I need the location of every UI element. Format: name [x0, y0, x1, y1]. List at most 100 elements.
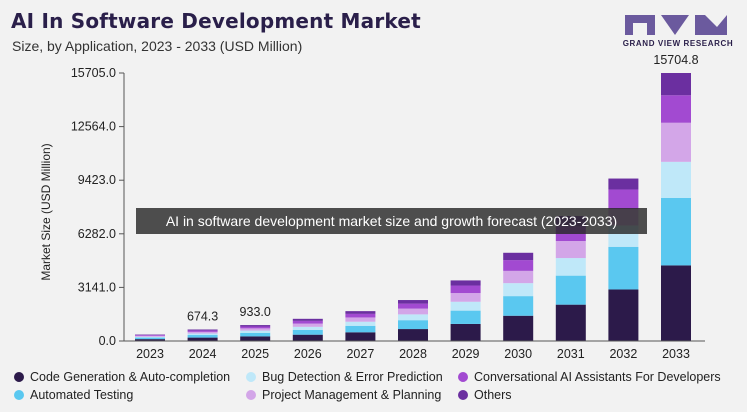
bar-segment — [608, 289, 639, 341]
bar-segment — [398, 314, 428, 321]
bar-segment — [187, 329, 218, 331]
legend-swatch — [458, 390, 468, 400]
chart-title: AI In Software Development Market — [11, 9, 421, 33]
bar-segment — [398, 308, 428, 315]
bar-segment — [503, 252, 534, 261]
bar-segment — [608, 189, 639, 210]
x-tick-label: 2028 — [399, 347, 427, 361]
caption-overlay: AI in software development market size a… — [136, 208, 647, 234]
bar-segment — [661, 197, 691, 266]
y-tick-label: 9423.0 — [78, 173, 116, 187]
legend-swatch — [458, 372, 468, 382]
bar-segment — [555, 304, 586, 341]
bar-segment — [398, 300, 428, 304]
x-tick-label: 2023 — [136, 347, 164, 361]
bar-segment — [398, 329, 428, 341]
bar-segment — [292, 334, 323, 341]
bar-segment — [661, 161, 691, 198]
x-tick-label: 2024 — [189, 347, 217, 361]
bar-segment — [292, 323, 323, 327]
bar-segment — [345, 332, 376, 341]
bar-segment — [240, 325, 271, 327]
y-tick-label: 3141.0 — [78, 280, 116, 294]
bar-segment — [240, 330, 271, 333]
legend-swatch — [246, 372, 256, 382]
x-tick-label: 2030 — [504, 347, 532, 361]
bar-segment — [187, 335, 218, 338]
y-tick-label: 12564.0 — [71, 120, 116, 134]
bar-segment — [292, 318, 323, 321]
x-tick-label: 2025 — [241, 347, 269, 361]
bar-segment — [240, 332, 271, 337]
bar-segment — [450, 323, 481, 341]
legend-label: Project Management & Planning — [262, 388, 442, 402]
x-tick-label: 2029 — [452, 347, 480, 361]
bar-segment — [398, 303, 428, 309]
bar-segment — [135, 334, 165, 336]
data-label: 933.0 — [240, 305, 271, 319]
x-tick-label: 2033 — [662, 347, 690, 361]
bar-segment — [135, 335, 165, 337]
x-tick-label: 2027 — [346, 347, 374, 361]
grand-view-research-logo — [625, 15, 727, 35]
bar-segment — [661, 95, 691, 123]
y-axis: 0.0 3141.0 6282.0 9423.0 12564.0 15705.0 — [71, 66, 125, 348]
y-tick-label: 6282.0 — [78, 227, 116, 241]
bar-segment — [187, 333, 218, 336]
bar-segment — [398, 320, 428, 330]
legend-label: Others — [474, 388, 512, 402]
chart-subtitle: Size, by Application, 2023 - 2033 (USD M… — [12, 38, 303, 54]
legend-item: Project Management & Planning — [246, 388, 441, 402]
x-tick-label: 2026 — [294, 347, 322, 361]
bar-segment — [608, 246, 639, 290]
legend-swatch — [14, 372, 24, 382]
x-tick-label: 2031 — [557, 347, 585, 361]
bar-segment — [135, 336, 165, 338]
bar-segment — [503, 283, 534, 297]
bar-segment — [240, 336, 271, 341]
bar-segment — [555, 275, 586, 305]
bar-segment — [345, 311, 376, 314]
bar-segment — [292, 320, 323, 324]
bars — [135, 73, 691, 341]
bar-segment — [450, 285, 481, 294]
legend-swatch — [14, 390, 24, 400]
bar-segment — [187, 331, 218, 334]
bar-segment — [608, 178, 639, 190]
data-label: 15704.8 — [653, 53, 698, 67]
data-label: 674.3 — [187, 309, 218, 323]
legend-label: Code Generation & Auto-completion — [30, 370, 231, 384]
bar-segment — [450, 293, 481, 302]
legend-label: Bug Detection & Error Prediction — [262, 370, 443, 384]
bar-segment — [345, 317, 376, 322]
bar-segment — [292, 329, 323, 335]
brand-name: GRAND VIEW RESEARCH — [622, 39, 734, 48]
bar-segment — [345, 325, 376, 333]
bar-segment — [661, 122, 691, 162]
y-axis-label: Market Size (USD Million) — [39, 143, 53, 280]
legend-swatch — [246, 390, 256, 400]
bar-segment — [345, 313, 376, 318]
bar-segment — [555, 241, 586, 259]
bar-segment — [187, 330, 218, 332]
bar-segment — [135, 339, 165, 341]
legend-item: Others — [458, 388, 512, 402]
x-tick-label: 2032 — [609, 347, 637, 361]
bar-segment — [503, 270, 534, 284]
legend-label: Automated Testing — [30, 388, 134, 402]
bar-segment — [555, 258, 586, 276]
bar-segment — [240, 326, 271, 329]
bar-segment — [240, 328, 271, 331]
legend-item: Conversational AI Assistants For Develop… — [458, 370, 721, 384]
bar-segment — [450, 301, 481, 311]
bar-segment — [450, 280, 481, 286]
bar-segment — [187, 337, 218, 341]
bar-segment — [135, 337, 165, 340]
bar-segment — [345, 321, 376, 326]
legend-item: Automated Testing — [14, 388, 133, 402]
bar-segment — [503, 296, 534, 316]
legend-item: Bug Detection & Error Prediction — [246, 370, 443, 384]
bar-segment — [450, 310, 481, 324]
